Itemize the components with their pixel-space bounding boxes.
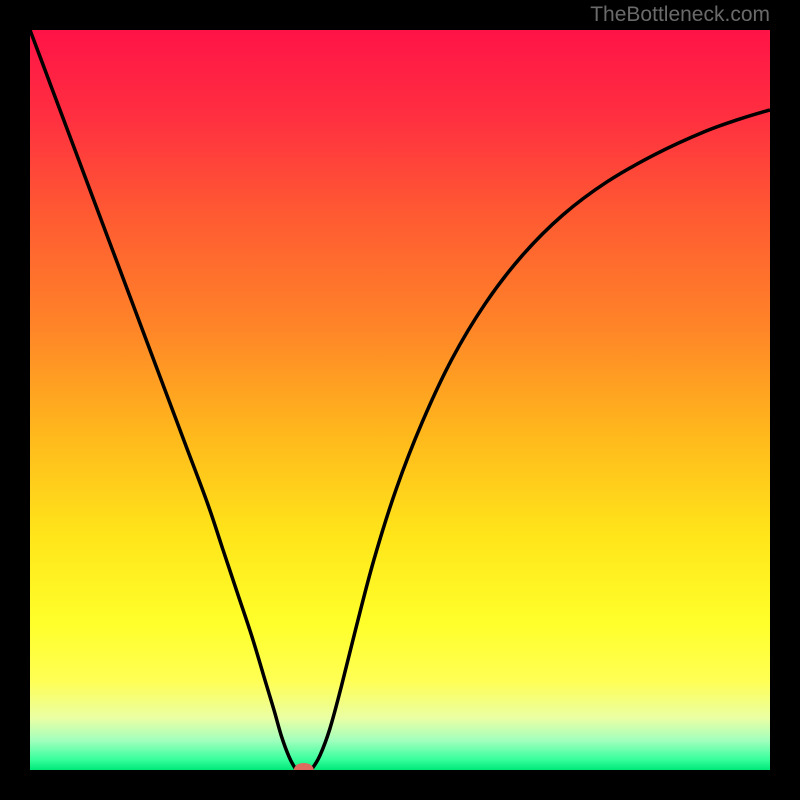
plot-area xyxy=(30,30,770,770)
curve-layer xyxy=(30,30,770,770)
optimal-point-marker xyxy=(294,763,314,770)
chart-frame: TheBottleneck.com xyxy=(0,0,800,800)
watermark-label: TheBottleneck.com xyxy=(590,3,770,27)
bottleneck-curve xyxy=(30,30,770,770)
